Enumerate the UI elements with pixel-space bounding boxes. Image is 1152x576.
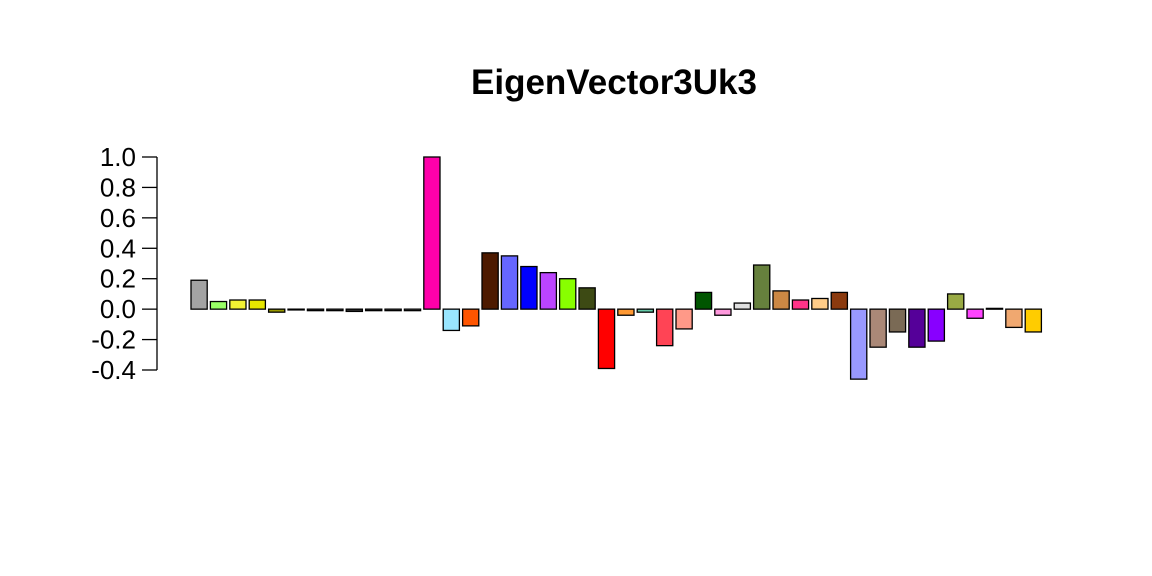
bar bbox=[927, 308, 946, 342]
bar bbox=[326, 308, 344, 312]
bar bbox=[617, 308, 635, 316]
bar bbox=[287, 308, 305, 311]
bar bbox=[209, 300, 228, 310]
bar bbox=[190, 279, 208, 310]
bar bbox=[908, 308, 926, 348]
bar bbox=[403, 308, 422, 312]
bar bbox=[1005, 308, 1023, 329]
y-tick-label: -0.2 bbox=[91, 325, 136, 355]
chart-title: EigenVector3Uk3 bbox=[471, 63, 757, 102]
bar bbox=[500, 255, 519, 310]
bar bbox=[229, 299, 247, 310]
y-tick-label: 0.6 bbox=[100, 203, 136, 233]
y-tick-label: 1.0 bbox=[100, 142, 136, 172]
bar bbox=[888, 308, 907, 333]
y-tick-label: 0.8 bbox=[100, 172, 136, 202]
bar bbox=[636, 308, 655, 313]
bar bbox=[539, 271, 558, 310]
bar bbox=[384, 308, 402, 312]
bar bbox=[849, 308, 868, 380]
bar bbox=[752, 264, 771, 310]
y-tick-label: 0.0 bbox=[100, 294, 136, 324]
bar bbox=[481, 252, 499, 310]
bar bbox=[578, 287, 596, 310]
bar bbox=[791, 299, 810, 310]
bar bbox=[985, 307, 1004, 310]
bar bbox=[714, 308, 732, 316]
bar bbox=[1024, 308, 1043, 333]
bar bbox=[423, 156, 441, 310]
bar bbox=[442, 308, 461, 332]
bar bbox=[461, 308, 480, 327]
bar bbox=[946, 293, 965, 310]
y-axis: 1.00.80.60.40.20.0-0.2-0.4 bbox=[91, 142, 158, 385]
bar bbox=[597, 308, 616, 370]
bar bbox=[811, 297, 829, 310]
y-tick-label: 0.2 bbox=[100, 264, 136, 294]
bar bbox=[830, 291, 849, 310]
bar bbox=[966, 308, 984, 319]
bar bbox=[364, 308, 383, 312]
bar bbox=[675, 308, 693, 330]
bar bbox=[267, 308, 286, 313]
bar bbox=[520, 265, 538, 310]
bar bbox=[772, 290, 790, 310]
bar bbox=[248, 299, 267, 310]
bar bbox=[655, 308, 674, 347]
bar bbox=[694, 291, 713, 310]
y-tick-label: 0.4 bbox=[100, 233, 136, 263]
bar bbox=[869, 308, 887, 348]
bar bbox=[733, 302, 752, 310]
bar bbox=[306, 308, 325, 312]
y-tick-label: -0.4 bbox=[91, 355, 136, 385]
bar-series bbox=[190, 156, 1043, 380]
bar bbox=[345, 308, 364, 313]
bar bbox=[558, 278, 577, 310]
